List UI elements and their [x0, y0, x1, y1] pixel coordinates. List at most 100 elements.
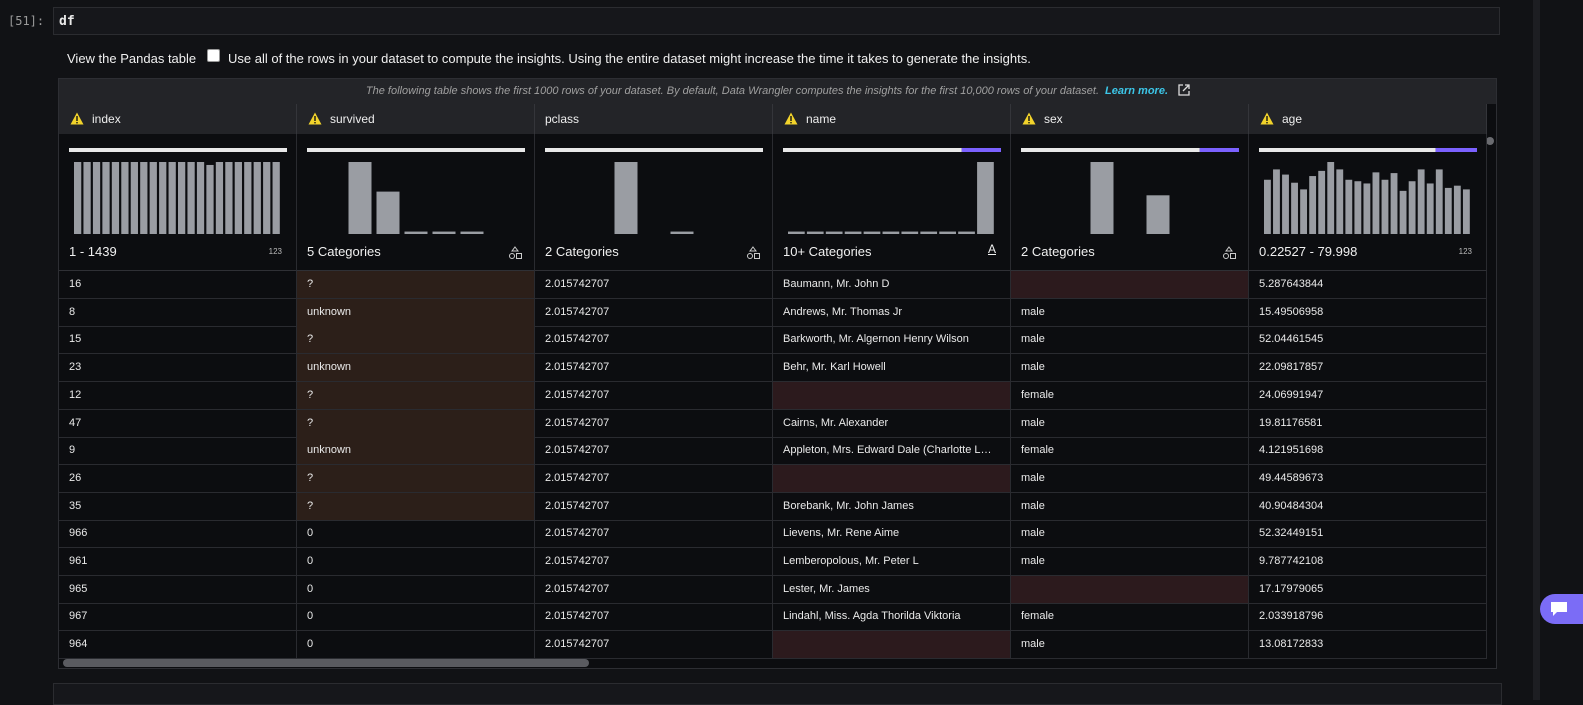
- histogram-bar: [83, 162, 91, 234]
- table-cell: 2.015742707: [535, 492, 773, 521]
- vertical-scrollbar[interactable]: [1486, 137, 1494, 145]
- histogram-bar: [1462, 189, 1470, 234]
- column-histogram: [69, 148, 287, 234]
- type-icon: 123: [1458, 247, 1472, 256]
- checkbox[interactable]: [207, 49, 220, 62]
- histogram-bar: [1444, 187, 1452, 234]
- table-cell: ?: [297, 271, 535, 299]
- table-cell: 15: [59, 326, 297, 355]
- chat-icon: [1551, 602, 1567, 616]
- cell-prompt: [51]:: [8, 14, 45, 28]
- histogram-bar: [1345, 179, 1353, 234]
- warning-icon: [70, 112, 84, 125]
- notice-text: The following table shows the first 1000…: [365, 85, 1100, 97]
- table-cell: 964: [59, 631, 297, 660]
- table-cell: 2.015742707: [535, 354, 773, 383]
- table-cell: 961: [59, 548, 297, 576]
- quality-valid: [1259, 148, 1436, 152]
- histogram-bar: [1336, 169, 1344, 234]
- checkbox-label: Use all of the rows in your dataset to c…: [228, 51, 1031, 66]
- table-cell: ?: [297, 326, 535, 355]
- view-pandas-link[interactable]: View the Pandas table: [67, 51, 197, 66]
- table-cell: 2.015742707: [535, 271, 773, 299]
- histogram-bar: [1300, 189, 1308, 234]
- histogram-bar: [225, 162, 233, 234]
- histogram-bar: [187, 162, 195, 234]
- histogram-bar: [159, 162, 167, 234]
- code-input[interactable]: df: [53, 7, 1500, 35]
- histogram-bar: [1435, 169, 1443, 234]
- column-header[interactable]: sex: [1011, 104, 1249, 134]
- table-cell: Behr, Mr. Karl Howell: [773, 354, 1011, 383]
- histogram-bar: [844, 231, 862, 234]
- column-summary: 1 - 1439 123: [59, 134, 297, 271]
- next-cell: [53, 683, 1502, 705]
- external-icon: [1178, 84, 1190, 96]
- column-name: age: [1282, 112, 1303, 126]
- histogram-bar: [939, 231, 956, 234]
- column-header[interactable]: age: [1249, 104, 1487, 134]
- histogram-bar: [1273, 169, 1280, 234]
- histogram-bar: [863, 231, 881, 234]
- histogram-bar: [958, 231, 975, 234]
- column-histogram: [1259, 148, 1477, 234]
- table-cell: 4.121951698: [1249, 437, 1487, 466]
- column-summary: 2 Categories: [1011, 134, 1249, 271]
- warning-icon: [1260, 112, 1274, 125]
- column-name: pclass: [545, 112, 580, 126]
- table-cell: Lester, Mr. James: [773, 575, 1011, 604]
- column-header[interactable]: pclass: [535, 104, 773, 134]
- column-summary-label: 2 Categories: [1021, 244, 1095, 259]
- table-cell: 24.06991947: [1249, 381, 1487, 410]
- table-cell: Andrews, Mr. Thomas Jr: [773, 298, 1011, 327]
- horizontal-scrollbar[interactable]: [63, 659, 589, 667]
- learn-more-link[interactable]: Learn more.: [1105, 85, 1168, 97]
- histogram-bar: [1399, 190, 1407, 234]
- table-cell: male: [1011, 492, 1249, 521]
- table-cell: [773, 631, 1011, 660]
- histogram-bar: [74, 162, 82, 234]
- histogram-bar: [111, 162, 120, 234]
- column-header[interactable]: index: [59, 104, 297, 134]
- table-cell: 0: [297, 603, 535, 632]
- table-cell: 967: [59, 603, 297, 632]
- table-cell: female: [1011, 437, 1249, 466]
- table-cell: 2.015742707: [535, 409, 773, 438]
- table-cell: 965: [59, 575, 297, 604]
- histogram-bar: [432, 231, 456, 234]
- column-header[interactable]: survived: [297, 104, 535, 134]
- table-cell: 47: [59, 409, 297, 438]
- column-histogram: [1021, 148, 1239, 234]
- histogram-bar: [348, 162, 372, 234]
- histogram-bar: [1090, 162, 1114, 234]
- table-cell: male: [1011, 548, 1249, 576]
- histogram-bar: [614, 162, 638, 234]
- table-cell: male: [1011, 298, 1249, 327]
- warning-icon: [308, 112, 322, 125]
- histogram-bar: [977, 162, 994, 234]
- histogram-bar: [102, 162, 110, 234]
- column-summary-label: 0.22527 - 79.998: [1259, 244, 1358, 259]
- table-cell: 9: [59, 437, 297, 466]
- table-cell: Lievens, Mr. Rene Aime: [773, 520, 1011, 549]
- type-icon: A: [987, 242, 996, 256]
- column-summary-label: 5 Categories: [307, 244, 381, 259]
- category-icon: [509, 246, 522, 259]
- histogram-bar: [806, 231, 824, 234]
- column-name: index: [92, 112, 121, 126]
- warning-icon: [1022, 112, 1036, 125]
- histogram-bar: [1390, 173, 1398, 234]
- histogram-bar: [825, 231, 843, 234]
- table-cell: male: [1011, 631, 1249, 660]
- category-icon: [1223, 246, 1236, 259]
- table-cell: 8: [59, 298, 297, 327]
- histogram-bar: [1327, 162, 1335, 234]
- table-cell: Baumann, Mr. John D: [773, 271, 1011, 299]
- table-cell: 17.17979065: [1249, 575, 1487, 604]
- table-cell: 5.287643844: [1249, 271, 1487, 299]
- chat-button[interactable]: [1540, 594, 1583, 624]
- column-header[interactable]: name: [773, 104, 1011, 134]
- table-cell: 2.015742707: [535, 631, 773, 660]
